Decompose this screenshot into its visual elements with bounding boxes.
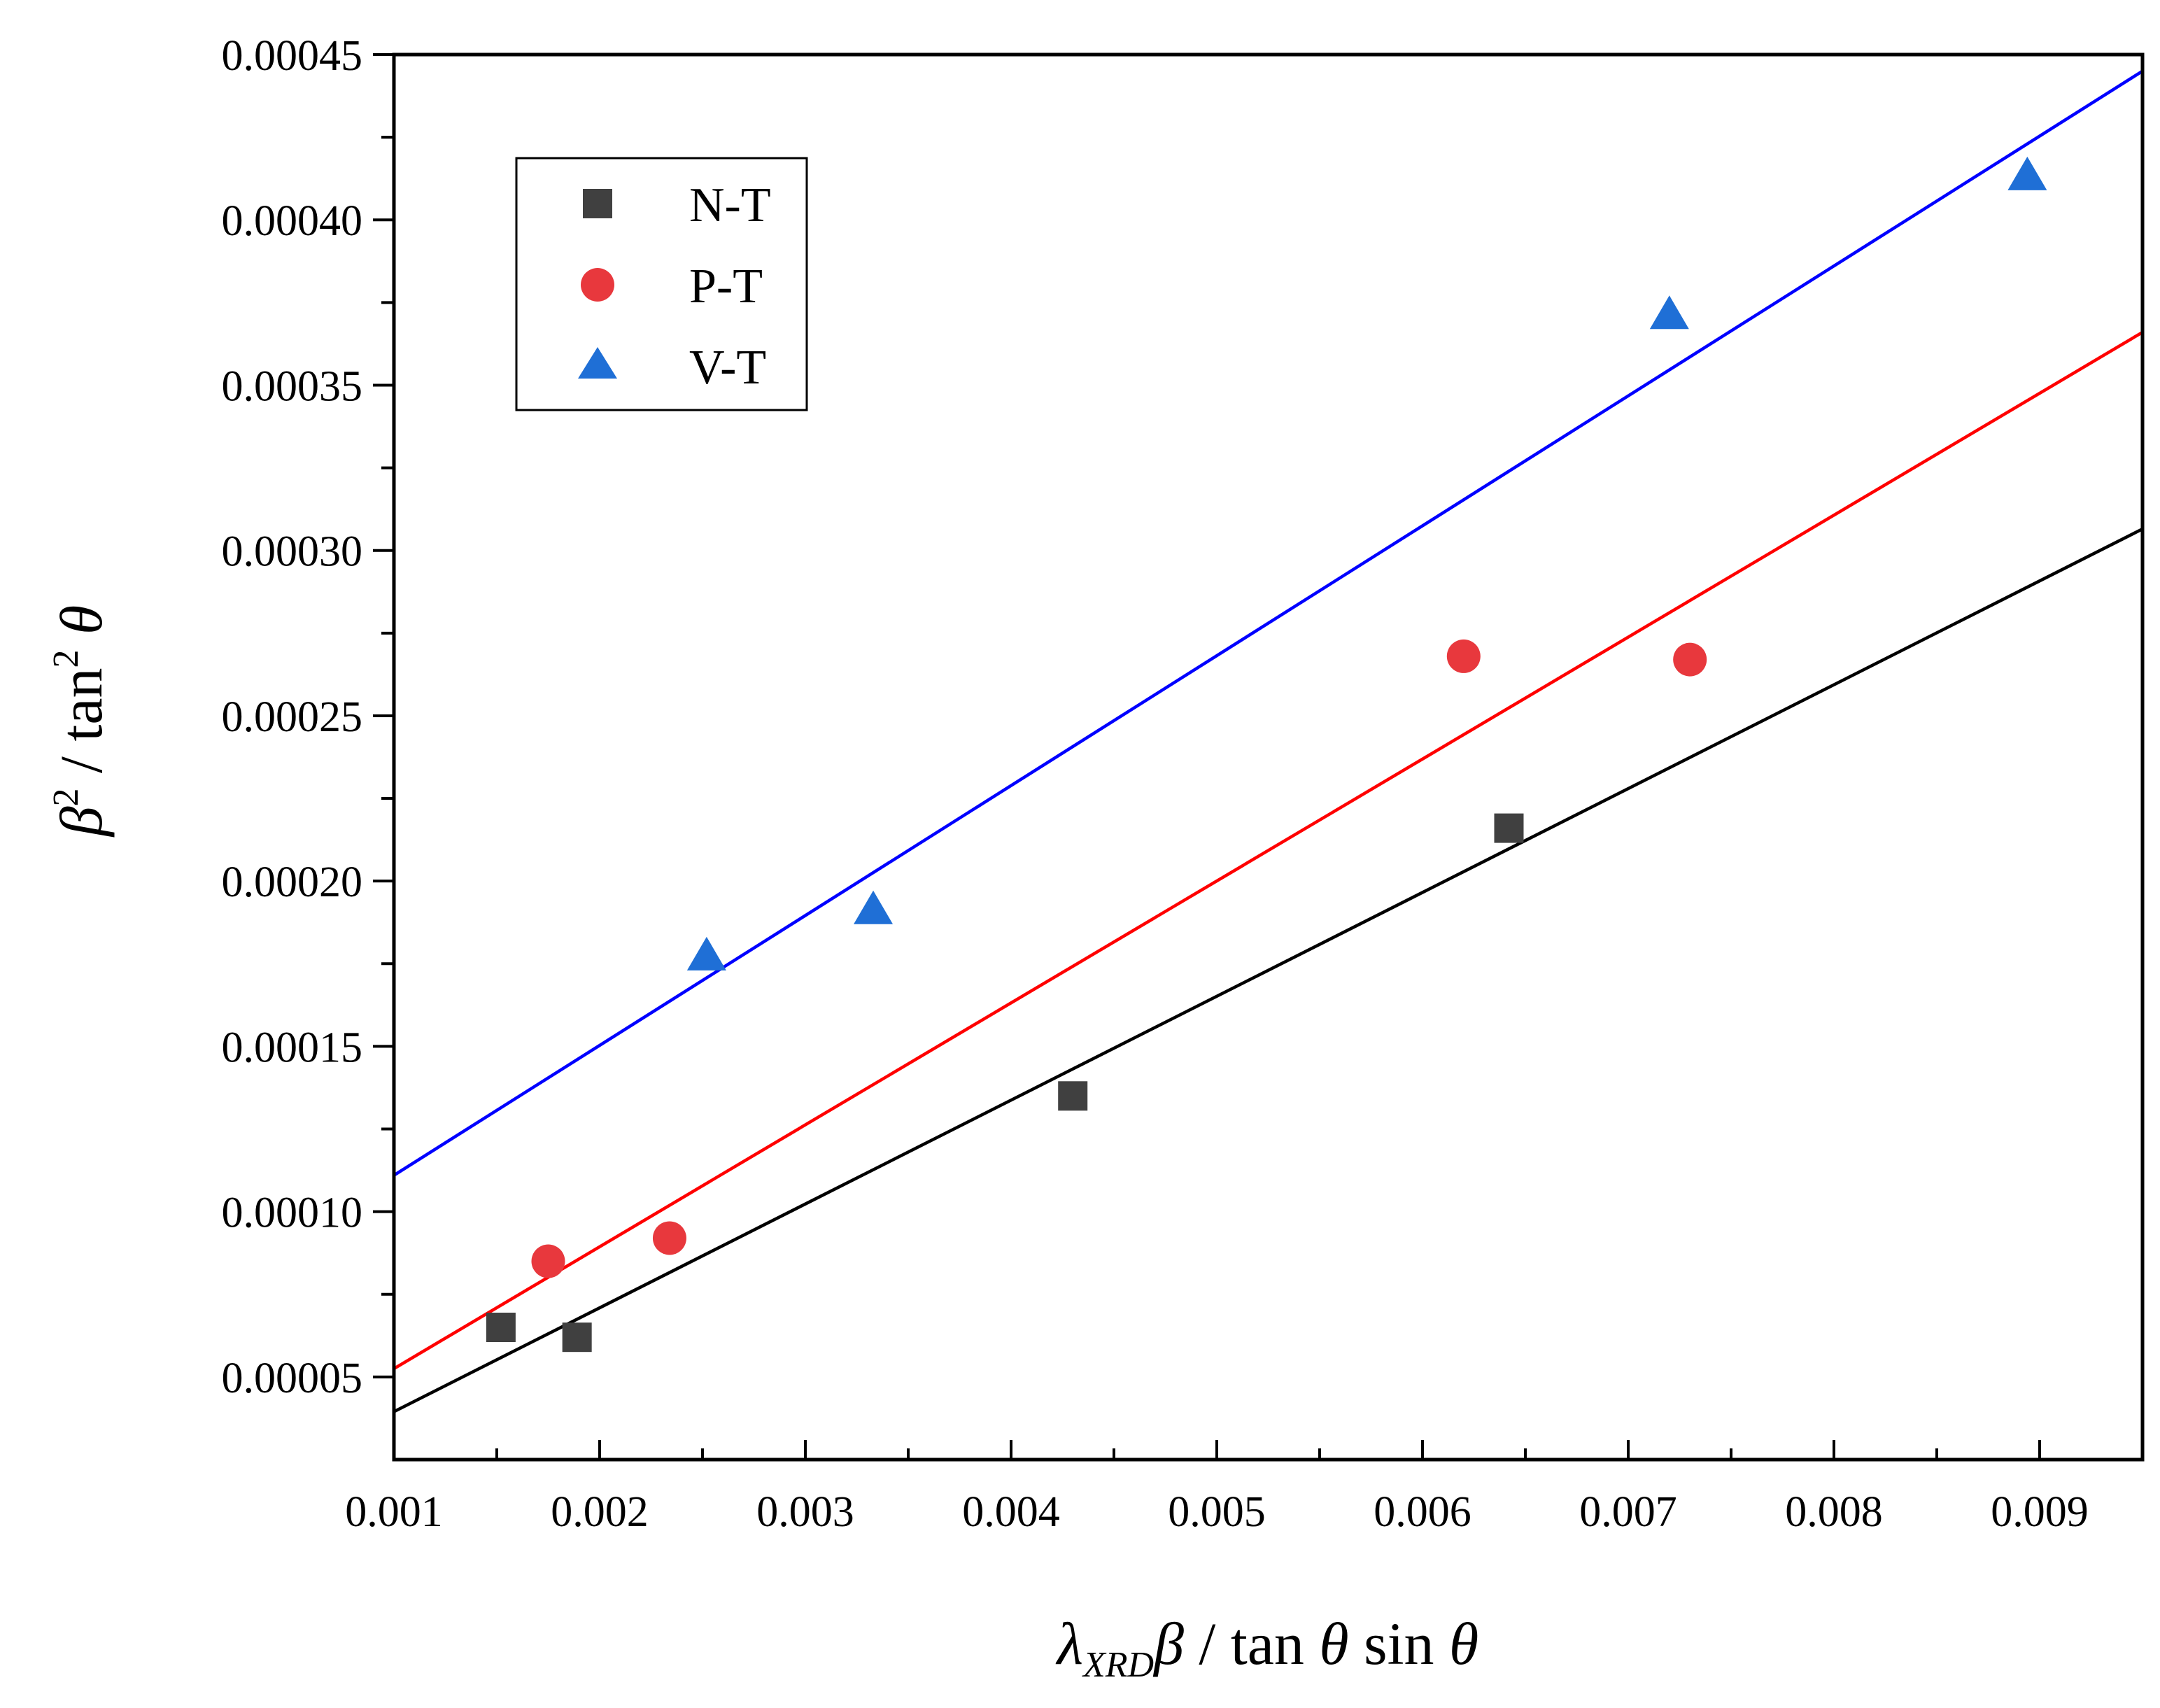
fit-lines: [393, 69, 2144, 1413]
y-tick-label: 0.00045: [222, 32, 363, 80]
x-axis-title-subscript: XRD: [1082, 1645, 1154, 1685]
y-tick-label: 0.00015: [222, 1024, 363, 1071]
data-point-v-t: [686, 936, 726, 971]
y-axis-title-theta: θ: [48, 605, 115, 650]
plot-frame: [392, 52, 2145, 1462]
x-tick-label: 0.009: [1991, 1488, 2089, 1536]
x-tick-label: 0.002: [551, 1488, 649, 1536]
data-point-p-t: [652, 1221, 686, 1255]
x-tick-label: 0.005: [1168, 1488, 1266, 1536]
x-axis-title-mid: / tan: [1184, 1610, 1319, 1677]
x-axis-title-theta1: θ: [1319, 1610, 1348, 1677]
data-point-v-t: [854, 890, 894, 924]
y-tick-label: 0.00025: [222, 693, 363, 741]
y-tick-label: 0.00030: [222, 528, 363, 576]
x-axis-title: λXRDβ / tan θ sin θ: [1055, 1610, 1479, 1685]
y-axis: 0.00005 0.00010 0.00015 0.00020 0.00025 0.000…: [222, 32, 394, 1402]
legend-label-p-t: P-T: [689, 260, 763, 313]
data-point-p-t: [1446, 639, 1481, 673]
y-axis-title-mid: / tan: [48, 668, 115, 788]
x-axis: 0.001 0.002 0.003 0.004 0.005 0.006 0.007 0.008…: [345, 1440, 2089, 1536]
x-axis-title-theta2: θ: [1449, 1610, 1478, 1677]
x-axis-title-sin: sin: [1349, 1610, 1449, 1677]
y-axis-title: β2 / tan2 θ: [46, 605, 115, 838]
y-axis-title-sup1: 2: [46, 788, 86, 806]
legend-marker-p-t: [581, 268, 614, 302]
y-tick-label: 0.00040: [222, 197, 363, 245]
y-tick-label: 0.00035: [222, 362, 363, 410]
legend-label-n-t: N-T: [689, 178, 771, 232]
data-points: [486, 156, 2047, 1353]
data-point-v-t: [2007, 156, 2047, 190]
x-tick-label: 0.006: [1374, 1488, 1471, 1536]
data-point-n-t: [562, 1322, 592, 1353]
y-tick-label: 0.00020: [222, 859, 363, 906]
fit-line-p-t: [393, 330, 2144, 1371]
legend-box: [515, 157, 808, 411]
x-tick-label: 0.004: [962, 1488, 1060, 1536]
y-tick-label: 0.00010: [222, 1190, 363, 1237]
legend: N-T P-T V-T: [515, 157, 808, 411]
y-tick-label: 0.00005: [222, 1355, 363, 1402]
fit-line-n-t: [393, 527, 2144, 1413]
data-point-p-t: [531, 1244, 565, 1278]
x-axis-title-lambda: λ: [1055, 1610, 1083, 1677]
legend-marker-n-t: [583, 189, 612, 218]
x-tick-label: 0.001: [345, 1488, 443, 1536]
data-point-v-t: [1649, 295, 1689, 330]
x-tick-label: 0.008: [1785, 1488, 1883, 1536]
data-point-n-t: [1494, 813, 1524, 843]
data-point-p-t: [1673, 642, 1707, 677]
legend-marker-v-t: [578, 347, 617, 379]
y-axis-title-sup2: 2: [46, 649, 86, 668]
data-point-n-t: [486, 1313, 516, 1343]
data-point-n-t: [1058, 1081, 1088, 1111]
fit-line-v-t: [393, 69, 2144, 1177]
x-tick-label: 0.007: [1579, 1488, 1677, 1536]
legend-label-v-t: V-T: [689, 341, 766, 395]
y-axis-title-beta: β: [48, 806, 115, 838]
x-tick-label: 0.003: [756, 1488, 854, 1536]
x-axis-title-beta: β: [1152, 1610, 1184, 1677]
